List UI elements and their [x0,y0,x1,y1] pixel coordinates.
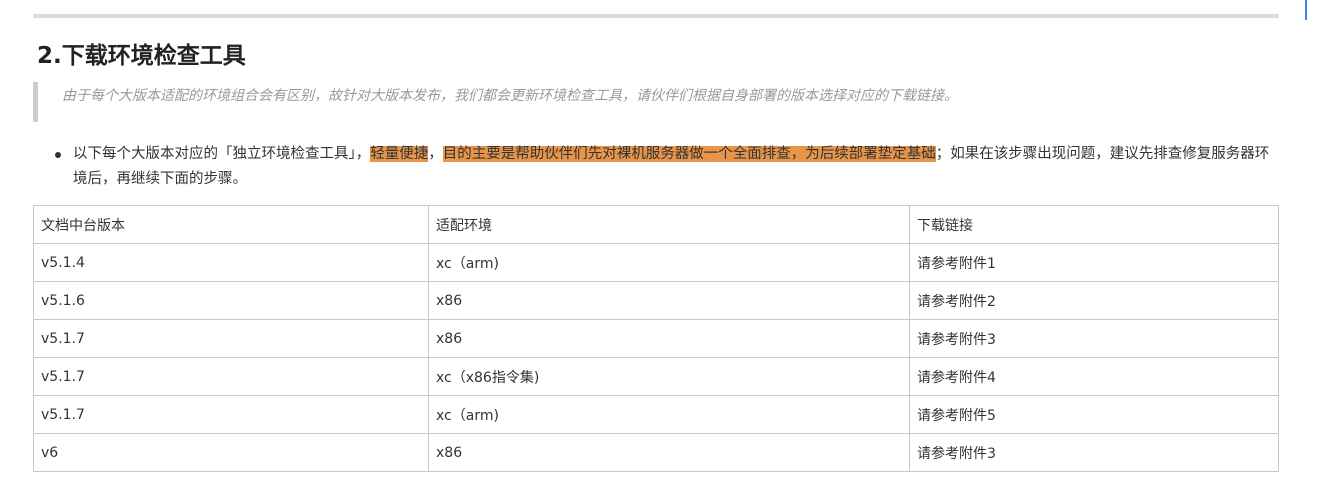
table-cell: x86 [428,319,910,358]
highlight: 轻量便捷 [370,146,429,162]
table-cell: xc（arm) [428,243,910,282]
table-header: 文档中台版本 适配环境 下载链接 [33,205,1279,244]
text: 以下每个大版本对应的「独立环境检查工具」， [73,146,371,162]
table-cell: 请参考附件1 [909,243,1279,282]
section-heading: 2.下载环境检查工具 [37,43,246,69]
divider [33,14,1279,18]
table-cell: 请参考附件3 [909,433,1279,472]
table-cell: v5.1.7 [33,319,429,358]
header-cell: 适配环境 [428,205,910,244]
highlight: 目的主要是帮助伙伴们先对裸机服务器做一个全面排查，为后续部署垫定基础 [442,146,936,162]
table-row: v5.1.7 xc（x86指令集) 请参考附件4 [33,357,1279,396]
list-item: 以下每个大版本对应的「独立环境检查工具」，轻量便捷，目的主要是帮助伙伴们先对裸机… [55,142,1280,192]
text: ， [428,146,443,162]
table-row: v5.1.4 xc（arm) 请参考附件1 [33,243,1279,282]
table-cell: 请参考附件4 [909,357,1279,396]
table-cell: xc（x86指令集) [428,357,910,396]
table-cell: 请参考附件3 [909,319,1279,358]
bullet-icon [55,152,61,158]
header-cell: 下载链接 [909,205,1279,244]
table-cell: v5.1.7 [33,395,429,434]
table-row: v5.1.7 x86 请参考附件3 [33,319,1279,358]
table-row: v5.1.7 xc（arm) 请参考附件5 [33,395,1279,434]
download-table: 文档中台版本 适配环境 下载链接 v5.1.4 xc（arm) 请参考附件1 v5.1.6 x… [33,205,1279,472]
scroll-indicator [1305,0,1307,20]
table-cell: v6 [33,433,429,472]
table-cell: x86 [428,433,910,472]
table-cell: 请参考附件2 [909,281,1279,320]
table-cell: 请参考附件5 [909,395,1279,434]
blockquote: 由于每个大版本适配的环境组合会有区别，故针对大版本发布，我们都会更新环境检查工具… [33,82,958,122]
table-cell: v5.1.7 [33,357,429,396]
table-row: v6 x86 请参考附件3 [33,433,1279,472]
text: ；如果在该步骤出现问题，建议先排查修复服务器环境后，再继续下面的步骤。 [73,146,1270,187]
header-cell: 文档中台版本 [33,205,429,244]
table-cell: x86 [428,281,910,320]
table-row: v5.1.6 x86 请参考附件2 [33,281,1279,320]
table-cell: v5.1.4 [33,243,429,282]
table-cell: v5.1.6 [33,281,429,320]
table-cell: xc（arm) [428,395,910,434]
